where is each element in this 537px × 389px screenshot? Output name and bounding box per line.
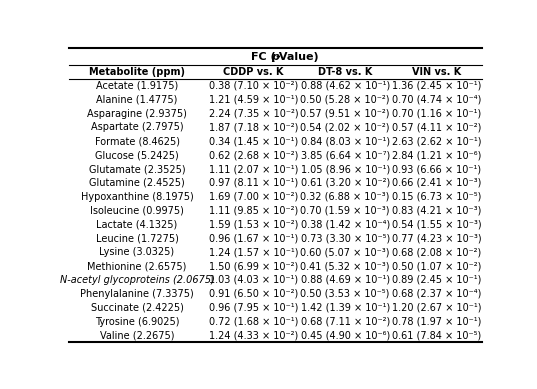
Text: 0.88 (4.69 × 10⁻¹): 0.88 (4.69 × 10⁻¹) xyxy=(301,275,390,285)
Text: Hypoxanthine (8.1975): Hypoxanthine (8.1975) xyxy=(81,192,193,202)
Text: 1.50 (6.99 × 10⁻²): 1.50 (6.99 × 10⁻²) xyxy=(209,261,298,271)
Text: Lactate (4.1325): Lactate (4.1325) xyxy=(97,219,178,230)
Text: 0.61 (7.84 × 10⁻⁵): 0.61 (7.84 × 10⁻⁵) xyxy=(392,330,481,340)
Text: 0.70 (4.74 × 10⁻⁴): 0.70 (4.74 × 10⁻⁴) xyxy=(392,95,481,105)
Text: p: p xyxy=(271,52,279,61)
Text: 0.89 (2.45 × 10⁻¹): 0.89 (2.45 × 10⁻¹) xyxy=(392,275,481,285)
Text: 0.54 (2.02 × 10⁻²): 0.54 (2.02 × 10⁻²) xyxy=(300,123,390,133)
Text: 0.72 (1.68 × 10⁻¹): 0.72 (1.68 × 10⁻¹) xyxy=(209,317,298,326)
Text: 1.42 (1.39 × 10⁻¹): 1.42 (1.39 × 10⁻¹) xyxy=(301,303,390,313)
Text: 0.83 (4.21 × 10⁻³): 0.83 (4.21 × 10⁻³) xyxy=(392,206,481,216)
Text: 0.62 (2.68 × 10⁻²): 0.62 (2.68 × 10⁻²) xyxy=(209,150,298,160)
Text: 0.50 (3.53 × 10⁻⁵): 0.50 (3.53 × 10⁻⁵) xyxy=(300,289,390,299)
Text: Isoleucine (0.9975): Isoleucine (0.9975) xyxy=(90,206,184,216)
Text: 0.88 (4.62 × 10⁻¹): 0.88 (4.62 × 10⁻¹) xyxy=(301,81,390,91)
Text: DT-8 vs. K: DT-8 vs. K xyxy=(318,67,372,77)
Text: 0.54 (1.55 × 10⁻³): 0.54 (1.55 × 10⁻³) xyxy=(392,219,482,230)
Text: Succinate (2.4225): Succinate (2.4225) xyxy=(91,303,184,313)
Text: Leucine (1.7275): Leucine (1.7275) xyxy=(96,233,178,244)
Text: Aspartate (2.7975): Aspartate (2.7975) xyxy=(91,123,183,133)
Text: FC (: FC ( xyxy=(251,52,275,61)
Text: Metabolite (ppm): Metabolite (ppm) xyxy=(89,67,185,77)
Text: 0.32 (6.88 × 10⁻³): 0.32 (6.88 × 10⁻³) xyxy=(300,192,390,202)
Text: 0.60 (5.07 × 10⁻³): 0.60 (5.07 × 10⁻³) xyxy=(300,247,390,257)
Text: Lysine (3.0325): Lysine (3.0325) xyxy=(99,247,175,257)
Text: 1.69 (7.00 × 10⁻²): 1.69 (7.00 × 10⁻²) xyxy=(209,192,298,202)
Text: 1.03 (4.03 × 10⁻¹): 1.03 (4.03 × 10⁻¹) xyxy=(209,275,298,285)
Text: 2.63 (2.62 × 10⁻¹): 2.63 (2.62 × 10⁻¹) xyxy=(392,137,482,146)
Text: 3.85 (6.64 × 10⁻⁷): 3.85 (6.64 × 10⁻⁷) xyxy=(301,150,390,160)
Text: 0.93 (6.66 × 10⁻¹): 0.93 (6.66 × 10⁻¹) xyxy=(392,164,481,174)
Text: 0.91 (6.50 × 10⁻²): 0.91 (6.50 × 10⁻²) xyxy=(209,289,298,299)
Text: Formate (8.4625): Formate (8.4625) xyxy=(95,137,179,146)
Text: 0.50 (1.07 × 10⁻²): 0.50 (1.07 × 10⁻²) xyxy=(392,261,481,271)
Text: 1.20 (2.67 × 10⁻¹): 1.20 (2.67 × 10⁻¹) xyxy=(392,303,482,313)
Text: 1.36 (2.45 × 10⁻¹): 1.36 (2.45 × 10⁻¹) xyxy=(392,81,481,91)
Text: 0.38 (1.42 × 10⁻⁴): 0.38 (1.42 × 10⁻⁴) xyxy=(301,219,390,230)
Text: N-acetyl glycoproteins (2.0675): N-acetyl glycoproteins (2.0675) xyxy=(60,275,214,285)
Text: 0.50 (5.28 × 10⁻²): 0.50 (5.28 × 10⁻²) xyxy=(300,95,390,105)
Text: Alanine (1.4775): Alanine (1.4775) xyxy=(96,95,178,105)
Text: 0.57 (4.11 × 10⁻²): 0.57 (4.11 × 10⁻²) xyxy=(392,123,481,133)
Text: 1.87 (7.18 × 10⁻²): 1.87 (7.18 × 10⁻²) xyxy=(209,123,298,133)
Text: 2.84 (1.21 × 10⁻⁶): 2.84 (1.21 × 10⁻⁶) xyxy=(392,150,481,160)
Text: 0.96 (7.95 × 10⁻¹): 0.96 (7.95 × 10⁻¹) xyxy=(209,303,298,313)
Text: CDDP vs. K: CDDP vs. K xyxy=(223,67,284,77)
Text: 1.59 (1.53 × 10⁻²): 1.59 (1.53 × 10⁻²) xyxy=(209,219,298,230)
Text: Acetate (1.9175): Acetate (1.9175) xyxy=(96,81,178,91)
Text: 0.77 (4.23 × 10⁻³): 0.77 (4.23 × 10⁻³) xyxy=(392,233,482,244)
Text: 0.34 (1.45 × 10⁻¹): 0.34 (1.45 × 10⁻¹) xyxy=(209,137,298,146)
Text: 1.05 (8.96 × 10⁻¹): 1.05 (8.96 × 10⁻¹) xyxy=(301,164,390,174)
Text: 0.61 (3.20 × 10⁻²): 0.61 (3.20 × 10⁻²) xyxy=(301,178,390,188)
Text: 1.11 (9.85 × 10⁻²): 1.11 (9.85 × 10⁻²) xyxy=(209,206,298,216)
Text: 0.68 (2.37 × 10⁻⁴): 0.68 (2.37 × 10⁻⁴) xyxy=(392,289,481,299)
Text: 0.41 (5.32 × 10⁻³): 0.41 (5.32 × 10⁻³) xyxy=(300,261,390,271)
Text: 0.70 (1.59 × 10⁻³): 0.70 (1.59 × 10⁻³) xyxy=(300,206,390,216)
Text: 0.73 (3.30 × 10⁻⁵): 0.73 (3.30 × 10⁻⁵) xyxy=(301,233,390,244)
Text: Asparagine (2.9375): Asparagine (2.9375) xyxy=(87,109,187,119)
Text: -Value): -Value) xyxy=(275,52,319,61)
Text: 1.11 (2.07 × 10⁻¹): 1.11 (2.07 × 10⁻¹) xyxy=(209,164,298,174)
Text: 0.68 (7.11 × 10⁻²): 0.68 (7.11 × 10⁻²) xyxy=(301,317,390,326)
Text: 1.24 (4.33 × 10⁻²): 1.24 (4.33 × 10⁻²) xyxy=(209,330,298,340)
Text: 0.45 (4.90 × 10⁻⁶): 0.45 (4.90 × 10⁻⁶) xyxy=(301,330,390,340)
Text: Phenylalanine (7.3375): Phenylalanine (7.3375) xyxy=(80,289,194,299)
Text: 0.84 (8.03 × 10⁻¹): 0.84 (8.03 × 10⁻¹) xyxy=(301,137,390,146)
Text: Glutamate (2.3525): Glutamate (2.3525) xyxy=(89,164,185,174)
Text: 2.24 (7.35 × 10⁻²): 2.24 (7.35 × 10⁻²) xyxy=(209,109,299,119)
Text: Valine (2.2675): Valine (2.2675) xyxy=(100,330,175,340)
Text: 0.68 (2.08 × 10⁻²): 0.68 (2.08 × 10⁻²) xyxy=(392,247,481,257)
Text: 0.15 (6.73 × 10⁻⁵): 0.15 (6.73 × 10⁻⁵) xyxy=(392,192,481,202)
Text: Glutamine (2.4525): Glutamine (2.4525) xyxy=(89,178,185,188)
Text: Glucose (5.2425): Glucose (5.2425) xyxy=(95,150,179,160)
Text: 0.78 (1.97 × 10⁻¹): 0.78 (1.97 × 10⁻¹) xyxy=(392,317,481,326)
Text: Tyrosine (6.9025): Tyrosine (6.9025) xyxy=(95,317,179,326)
Text: 0.70 (1.16 × 10⁻¹): 0.70 (1.16 × 10⁻¹) xyxy=(392,109,481,119)
Text: 0.66 (2.41 × 10⁻³): 0.66 (2.41 × 10⁻³) xyxy=(392,178,481,188)
Text: Methionine (2.6575): Methionine (2.6575) xyxy=(88,261,187,271)
Text: VIN vs. K: VIN vs. K xyxy=(412,67,461,77)
Text: 0.57 (9.51 × 10⁻²): 0.57 (9.51 × 10⁻²) xyxy=(300,109,390,119)
Text: 1.24 (1.57 × 10⁻¹): 1.24 (1.57 × 10⁻¹) xyxy=(209,247,299,257)
Text: 0.38 (7.10 × 10⁻²): 0.38 (7.10 × 10⁻²) xyxy=(209,81,298,91)
Text: 0.97 (8.11 × 10⁻¹): 0.97 (8.11 × 10⁻¹) xyxy=(209,178,298,188)
Text: 0.96 (1.67 × 10⁻¹): 0.96 (1.67 × 10⁻¹) xyxy=(209,233,298,244)
Text: 1.21 (4.59 × 10⁻¹): 1.21 (4.59 × 10⁻¹) xyxy=(209,95,298,105)
